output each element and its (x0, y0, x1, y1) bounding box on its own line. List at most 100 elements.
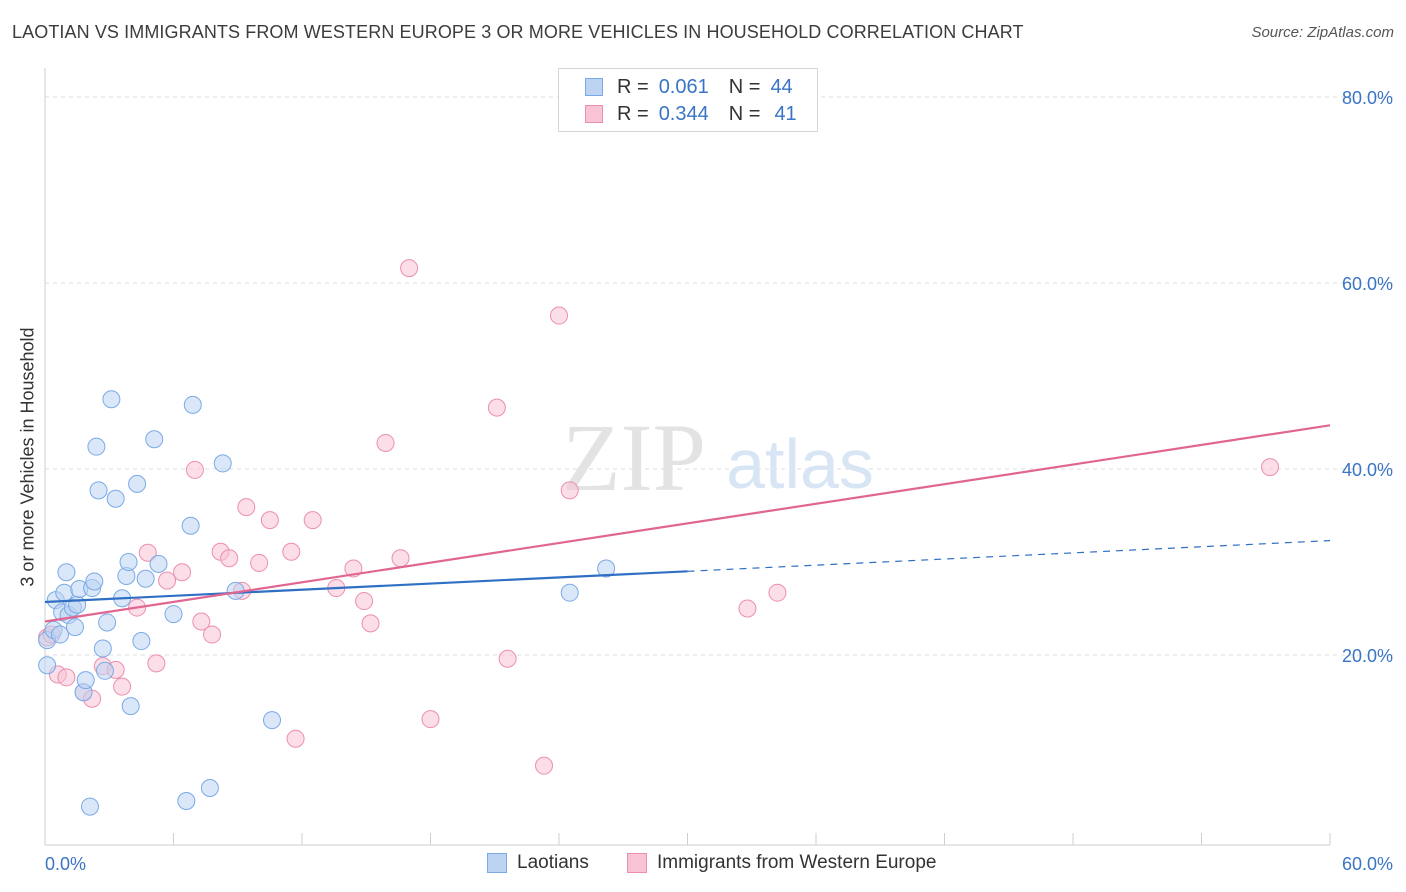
trend-line-laotians-extension (687, 540, 1331, 572)
legend-n-value: 41 (774, 102, 797, 125)
legend-n-label: N = (728, 102, 761, 125)
data-point-laotians-0 (38, 656, 57, 675)
series-immigrants-points (38, 259, 1280, 775)
y-axis-label: 3 or more Vehicles in Household (17, 327, 38, 587)
x-tick-label-1: 60.0% (1342, 854, 1393, 874)
data-point-laotians-20 (93, 639, 112, 658)
data-point-immigrants-37 (550, 306, 568, 325)
data-point-laotians-27 (119, 553, 138, 571)
data-point-immigrants-14 (185, 460, 204, 479)
data-point-laotians-4 (50, 625, 69, 644)
data-point-laotians-10 (65, 618, 84, 637)
data-point-laotians-31 (136, 569, 155, 588)
data-point-laotians-37 (183, 395, 202, 414)
legend-label-immigrants: Immigrants from Western Europe (657, 852, 937, 873)
data-point-laotians-21 (95, 661, 114, 680)
data-point-laotians-22 (98, 613, 117, 632)
data-point-laotians-24 (106, 489, 125, 508)
legend-r-label: R = (617, 75, 649, 98)
legend-swatch-laotians (487, 853, 507, 873)
data-point-laotians-23 (102, 390, 121, 409)
data-point-immigrants-13 (173, 563, 192, 582)
legend-swatch-laotians (585, 78, 603, 96)
data-point-laotians-39 (213, 454, 232, 473)
data-point-laotians-18 (87, 437, 106, 456)
data-point-immigrants-39 (738, 599, 757, 618)
trend-line-immigrants (44, 424, 1331, 623)
chart-title: LAOTIAN VS IMMIGRANTS FROM WESTERN EUROP… (12, 22, 1024, 42)
data-point-immigrants-8 (113, 677, 132, 696)
legend-r-label: R = (617, 102, 649, 125)
data-point-immigrants-22 (260, 511, 279, 530)
data-point-immigrants-25 (303, 511, 322, 530)
data-point-immigrants-40 (768, 583, 787, 602)
data-point-immigrants-24 (286, 729, 305, 748)
x-tick-label-0: 0.0% (45, 854, 86, 874)
y-tick-label-0: 20.0% (1342, 646, 1393, 666)
data-point-laotians-41 (263, 711, 282, 730)
data-point-laotians-34 (164, 605, 183, 624)
data-point-laotians-42 (560, 583, 579, 602)
data-point-immigrants-35 (498, 649, 517, 668)
data-point-immigrants-16 (203, 625, 222, 644)
data-point-laotians-35 (177, 792, 196, 811)
data-point-immigrants-28 (355, 592, 374, 611)
legend-row-immigrants: R = 0.344 N = 41 (585, 102, 797, 126)
legend-n-value: 44 (770, 75, 793, 98)
data-point-laotians-7 (57, 563, 76, 582)
data-point-immigrants-38 (560, 481, 579, 500)
data-point-laotians-36 (181, 516, 200, 535)
watermark-zip: ZIP (562, 404, 706, 511)
data-point-immigrants-32 (400, 259, 419, 278)
stats-legend: R = 0.061 N = 44 R = 0.344 N = 41 (558, 68, 818, 132)
data-point-immigrants-33 (421, 710, 440, 729)
data-point-laotians-28 (121, 697, 140, 716)
legend-swatch-immigrants (585, 105, 603, 123)
trend-lines (44, 424, 1331, 623)
legend-item-laotians: Laotians (487, 852, 589, 874)
legend-row-laotians: R = 0.061 N = 44 (585, 75, 793, 99)
data-point-laotians-14 (76, 671, 95, 690)
data-point-immigrants-36 (535, 756, 554, 775)
data-point-laotians-30 (132, 632, 151, 651)
tick-labels: 20.0% 40.0% 60.0% 80.0% 0.0% 60.0% (45, 88, 1393, 874)
legend-swatch-immigrants (627, 853, 647, 873)
data-point-laotians-38 (200, 778, 219, 797)
legend-label-laotians: Laotians (517, 852, 589, 873)
data-point-immigrants-11 (147, 654, 166, 673)
gridlines (45, 96, 1393, 656)
source-credit: Source: ZipAtlas.com (1251, 24, 1394, 41)
series-legend: Laotians Immigrants from Western Europe (0, 852, 1406, 876)
data-point-immigrants-3 (57, 668, 76, 687)
legend-item-immigrants: Immigrants from Western Europe (627, 852, 936, 874)
data-point-laotians-19 (89, 481, 108, 500)
data-point-laotians-43 (597, 559, 616, 578)
data-point-immigrants-10 (138, 543, 157, 562)
axes (44, 68, 1331, 846)
y-tick-label-2: 60.0% (1342, 274, 1393, 294)
y-tick-label-3: 80.0% (1342, 88, 1393, 108)
data-point-immigrants-18 (220, 549, 239, 568)
data-point-immigrants-41 (1261, 458, 1280, 477)
data-point-laotians-29 (128, 474, 147, 493)
legend-n-label: N = (728, 75, 761, 98)
data-point-laotians-11 (68, 595, 87, 614)
trend-line-laotians (44, 570, 688, 604)
legend-r-value: 0.344 (658, 102, 709, 125)
data-point-laotians-33 (149, 554, 168, 573)
data-point-immigrants-21 (250, 553, 269, 572)
data-point-laotians-32 (145, 430, 164, 449)
data-point-immigrants-20 (237, 498, 256, 517)
data-point-immigrants-31 (391, 549, 410, 568)
watermark-atlas: atlas (726, 425, 874, 503)
data-point-laotians-15 (80, 797, 99, 816)
data-point-laotians-6 (55, 583, 74, 602)
data-point-immigrants-15 (192, 612, 211, 631)
data-point-immigrants-12 (158, 571, 177, 590)
y-tick-label-1: 40.0% (1342, 460, 1393, 480)
data-point-immigrants-34 (487, 398, 506, 417)
data-point-immigrants-23 (282, 542, 301, 561)
data-point-immigrants-29 (361, 614, 380, 633)
data-point-laotians-17 (85, 572, 104, 591)
